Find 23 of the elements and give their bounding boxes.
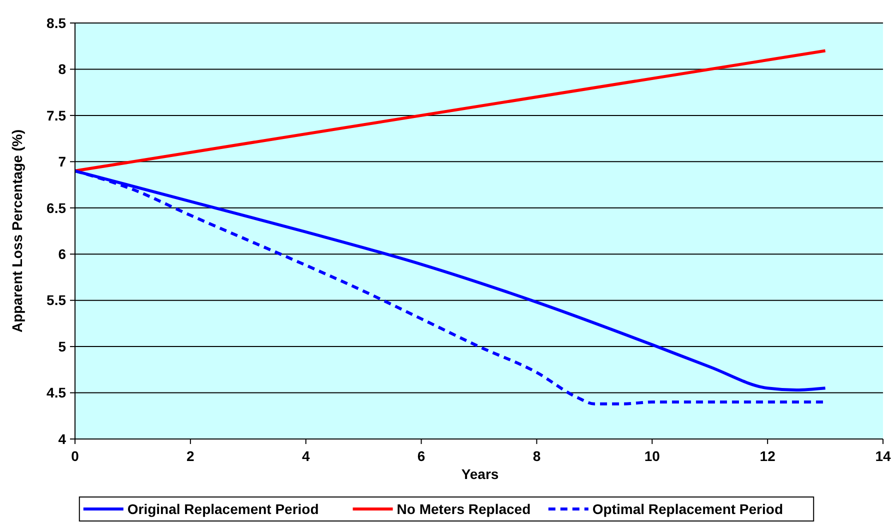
x-tick-label: 12 — [760, 448, 776, 464]
y-tick-label: 4.5 — [46, 384, 66, 401]
y-tick-label: 6.5 — [46, 200, 66, 216]
y-tick-label: 6 — [58, 246, 66, 262]
y-tick-label: 7.5 — [46, 107, 66, 124]
x-tick-label: 10 — [644, 448, 660, 464]
y-tick-label: 5.5 — [46, 292, 66, 308]
y-axis-title: Apparent Loss Percentage (%) — [9, 129, 25, 333]
x-tick-label: 2 — [186, 448, 195, 464]
legend-label: No Meters Replaced — [396, 501, 531, 517]
legend-label: Original Replacement Period — [127, 501, 319, 517]
x-tick-label: 8 — [532, 448, 541, 464]
y-tick-label: 7 — [58, 154, 66, 170]
y-tick-label: 5 — [58, 338, 66, 354]
y-tick-label: 8.5 — [46, 14, 66, 31]
x-tick-label: 4 — [302, 448, 310, 464]
x-tick-label: 14 — [875, 448, 891, 464]
x-axis-title: Years — [461, 466, 499, 482]
y-tick-label: 4 — [58, 430, 66, 447]
y-tick-label: 8 — [58, 61, 66, 78]
legend-label: Optimal Replacement Period — [592, 501, 784, 517]
x-tick-label: 6 — [417, 448, 426, 464]
x-tick-label: 0 — [71, 448, 80, 464]
